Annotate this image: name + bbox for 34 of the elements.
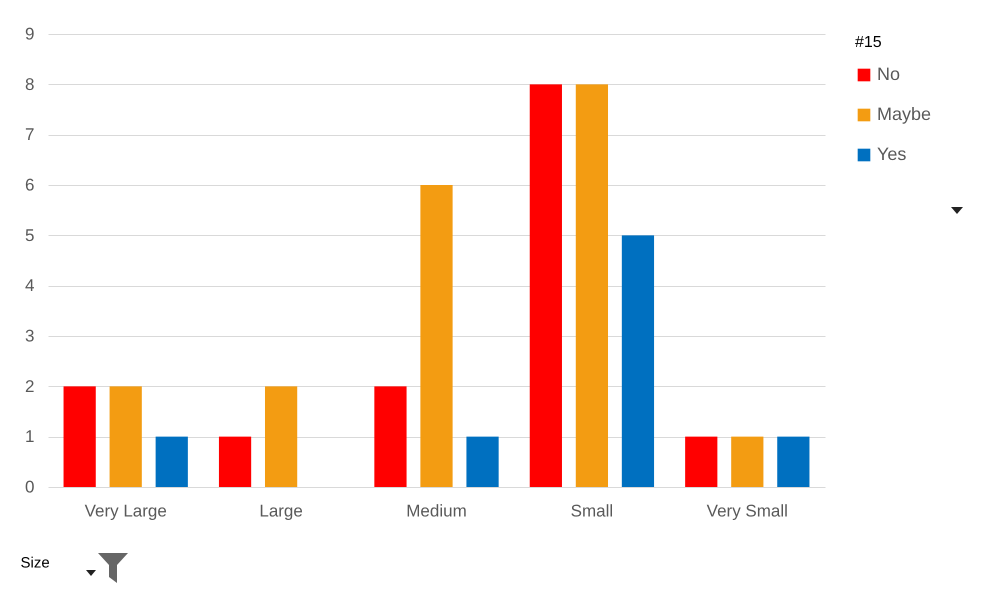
x-tick-label: Very Small — [706, 502, 788, 520]
x-axis-title: Size — [20, 554, 50, 572]
bar — [156, 436, 188, 487]
x-tick-label: Large — [259, 502, 303, 520]
x-tick-label: Medium — [406, 502, 467, 520]
bar — [530, 84, 562, 487]
y-tick-label: 6 — [25, 176, 34, 194]
bar — [685, 436, 718, 487]
legend-label: Yes — [877, 144, 906, 164]
bar — [622, 235, 654, 487]
bar — [64, 386, 96, 487]
y-tick-label: 1 — [25, 427, 34, 446]
legend-label: No — [877, 64, 900, 84]
legend-label: Maybe — [877, 104, 932, 124]
y-tick-label: 4 — [25, 276, 34, 296]
y-tick-label: 2 — [25, 376, 34, 396]
y-tick-label: 8 — [25, 74, 34, 94]
x-tick-label: Small — [570, 502, 614, 520]
bar — [731, 436, 764, 487]
bar — [110, 386, 142, 487]
y-tick-label: 3 — [25, 326, 34, 346]
bar — [466, 436, 499, 487]
y-tick-label: 7 — [25, 125, 34, 144]
bar — [374, 386, 407, 487]
bar — [777, 436, 810, 487]
x-tick-label: Very Large — [84, 502, 167, 520]
bar — [264, 386, 298, 487]
bar — [576, 84, 608, 487]
y-tick-label: 0 — [25, 478, 34, 496]
legend-title: #15 — [855, 34, 882, 51]
bar — [218, 436, 252, 487]
bar — [420, 185, 453, 487]
y-tick-label: 9 — [25, 24, 34, 44]
y-tick-label: 5 — [25, 226, 34, 245]
